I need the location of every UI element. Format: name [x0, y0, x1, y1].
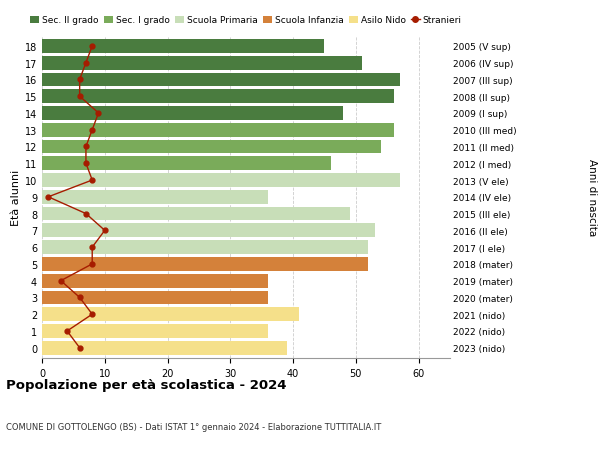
- Text: Popolazione per età scolastica - 2024: Popolazione per età scolastica - 2024: [6, 379, 287, 392]
- Bar: [42, 257, 368, 271]
- Text: Anni di nascita: Anni di nascita: [587, 159, 597, 236]
- Bar: [42, 107, 343, 121]
- Bar: [42, 224, 374, 238]
- Y-axis label: Età alunni: Età alunni: [11, 169, 20, 225]
- Bar: [42, 73, 400, 87]
- Bar: [42, 207, 350, 221]
- Legend: Sec. II grado, Sec. I grado, Scuola Primaria, Scuola Infanzia, Asilo Nido, Stran: Sec. II grado, Sec. I grado, Scuola Prim…: [27, 13, 465, 29]
- Bar: [42, 291, 268, 305]
- Bar: [42, 56, 362, 70]
- Bar: [42, 90, 394, 104]
- Bar: [42, 190, 268, 204]
- Bar: [42, 157, 331, 171]
- Bar: [42, 308, 299, 321]
- Text: COMUNE DI GOTTOLENGO (BS) - Dati ISTAT 1° gennaio 2024 - Elaborazione TUTTITALIA: COMUNE DI GOTTOLENGO (BS) - Dati ISTAT 1…: [6, 422, 381, 431]
- Bar: [42, 174, 400, 187]
- Bar: [42, 325, 268, 338]
- Bar: [42, 241, 368, 254]
- Bar: [42, 274, 268, 288]
- Bar: [42, 341, 287, 355]
- Bar: [42, 140, 381, 154]
- Bar: [42, 40, 325, 54]
- Bar: [42, 123, 394, 137]
